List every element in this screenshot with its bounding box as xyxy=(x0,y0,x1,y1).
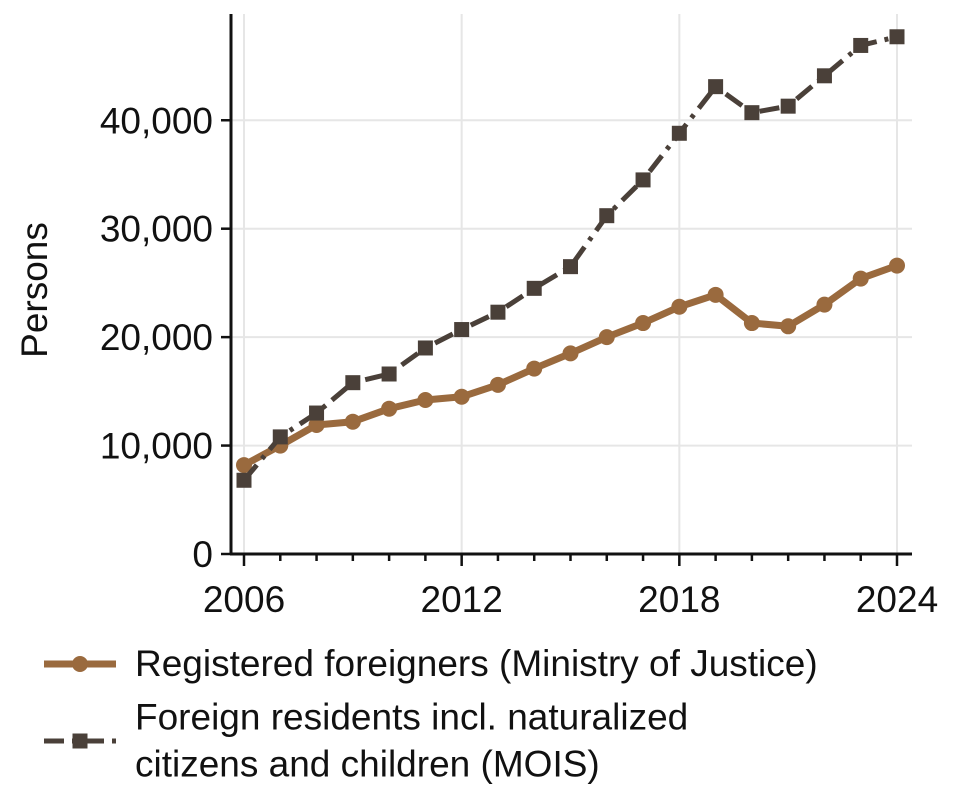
data-point xyxy=(453,388,470,405)
legend-label: citizens and children (MOIS) xyxy=(135,744,600,785)
data-point xyxy=(454,322,470,338)
y-tick-label: 40,000 xyxy=(100,100,213,141)
tick-labels: 0 10,000 20,000 30,000 40,000 2006 2012 2018 202… xyxy=(100,100,938,620)
data-point xyxy=(780,98,796,114)
data-point xyxy=(889,257,905,274)
legend: Registered foreigners (Ministry of Justi… xyxy=(44,643,818,785)
data-point xyxy=(308,416,325,433)
y-tick-label: 30,000 xyxy=(100,209,213,250)
series-line xyxy=(242,262,899,469)
data-point xyxy=(816,68,832,84)
data-point xyxy=(489,376,506,393)
data-point xyxy=(599,208,615,224)
data-point xyxy=(236,457,252,474)
x-tick-label: 2018 xyxy=(638,579,720,620)
series-2 xyxy=(236,29,905,488)
y-tick-label: 20,000 xyxy=(100,317,213,358)
data-point xyxy=(417,392,434,409)
data-point xyxy=(889,29,905,45)
axes xyxy=(221,14,912,566)
data-point xyxy=(344,413,361,430)
legend-item-2: Foreign residents incl. naturalized citiz… xyxy=(44,697,688,785)
data-point xyxy=(236,472,252,488)
y-tick-label: 0 xyxy=(192,534,213,575)
data-point xyxy=(816,296,833,313)
data-point xyxy=(526,360,543,377)
plot-area xyxy=(236,29,905,488)
data-point xyxy=(345,375,361,391)
data-point xyxy=(417,340,433,356)
legend-swatch-marker xyxy=(72,733,88,749)
data-point xyxy=(853,37,869,53)
legend-item-1: Registered foreigners (Ministry of Justi… xyxy=(44,643,818,684)
data-point xyxy=(671,125,687,141)
data-point xyxy=(743,315,760,332)
data-point xyxy=(381,366,397,382)
x-tick-label: 2024 xyxy=(856,579,938,620)
legend-swatch-marker xyxy=(72,656,88,672)
data-point xyxy=(490,304,506,320)
data-point xyxy=(671,298,688,315)
data-point xyxy=(563,259,578,275)
data-point xyxy=(635,315,652,332)
data-point xyxy=(780,318,797,335)
x-tick-label: 2006 xyxy=(203,579,285,620)
data-point xyxy=(381,400,398,417)
series-line xyxy=(242,34,898,482)
legend-label: Foreign residents incl. naturalized xyxy=(135,697,688,738)
data-point xyxy=(562,345,579,362)
x-tick-label: 2012 xyxy=(421,579,503,620)
data-point xyxy=(309,405,325,421)
data-point xyxy=(635,172,651,188)
grid-lines xyxy=(231,14,912,554)
series-1 xyxy=(236,257,905,474)
y-axis-title: Persons xyxy=(14,222,55,358)
data-point xyxy=(708,79,724,95)
data-point xyxy=(707,286,724,303)
legend-label: Registered foreigners (Ministry of Justi… xyxy=(135,643,818,684)
data-point xyxy=(744,105,760,121)
data-point xyxy=(852,270,869,287)
data-point xyxy=(598,329,615,346)
data-point xyxy=(272,429,288,445)
y-tick-label: 10,000 xyxy=(100,426,213,467)
data-point xyxy=(526,280,542,296)
